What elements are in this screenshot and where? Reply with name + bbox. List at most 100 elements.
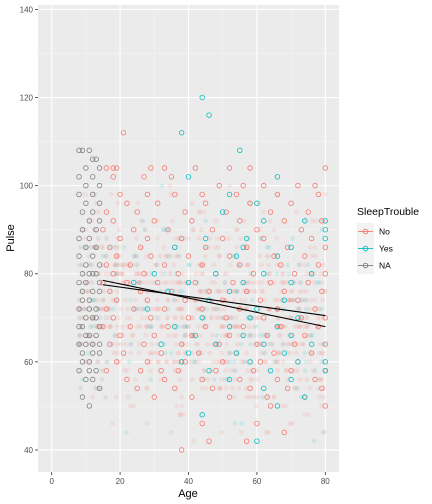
- background-point: [231, 288, 237, 294]
- point-no: [151, 332, 157, 339]
- point-na: [90, 209, 96, 215]
- point-no: [261, 182, 267, 189]
- background-point: [180, 412, 186, 418]
- background-point: [210, 306, 216, 312]
- point-no: [322, 341, 329, 347]
- background-point: [82, 192, 88, 197]
- background-point: [140, 306, 145, 312]
- background-point: [187, 280, 193, 285]
- background-point: [149, 324, 155, 330]
- point-na: [76, 306, 82, 312]
- background-point: [81, 280, 87, 285]
- background-point: [111, 244, 117, 250]
- background-point: [236, 385, 242, 391]
- background-point: [128, 341, 134, 347]
- point-no: [206, 438, 212, 444]
- background-point: [246, 324, 252, 330]
- point-yes: [226, 288, 233, 295]
- point-no: [199, 306, 205, 312]
- background-point: [162, 350, 168, 356]
- background-point: [320, 429, 326, 435]
- background-point: [189, 315, 195, 321]
- background-point: [126, 262, 132, 268]
- background-point: [301, 394, 306, 400]
- background-point: [191, 438, 197, 444]
- point-no: [213, 367, 219, 374]
- point-yes: [322, 226, 329, 233]
- background-point: [271, 394, 277, 400]
- background-point: [307, 271, 313, 277]
- background-point: [246, 288, 251, 294]
- background-point: [283, 403, 289, 409]
- point-no: [110, 165, 116, 171]
- background-point: [310, 333, 315, 338]
- point-na: [93, 315, 99, 321]
- background-point: [267, 271, 273, 277]
- background-point: [217, 253, 222, 259]
- background-point: [133, 271, 139, 277]
- background-point: [161, 244, 167, 250]
- background-point: [308, 271, 314, 277]
- background-point: [120, 271, 126, 277]
- background-point: [254, 368, 260, 374]
- background-point: [311, 438, 317, 444]
- point-na: [79, 394, 86, 400]
- background-point: [99, 244, 105, 250]
- background-point: [115, 271, 121, 277]
- background-point: [280, 297, 286, 303]
- background-point: [98, 306, 104, 312]
- point-no: [243, 288, 250, 295]
- background-point: [234, 288, 240, 294]
- point-no: [107, 341, 113, 347]
- point-no: [103, 165, 110, 171]
- background-point: [175, 297, 181, 303]
- point-na: [90, 174, 96, 180]
- background-point: [89, 262, 95, 268]
- background-point: [202, 253, 208, 259]
- background-point: [285, 262, 291, 268]
- background-point: [303, 306, 309, 312]
- background-point: [167, 183, 173, 189]
- background-point: [171, 297, 177, 303]
- background-point: [148, 350, 153, 356]
- background-point: [90, 324, 96, 330]
- background-point: [264, 253, 270, 259]
- background-point: [214, 315, 219, 321]
- point-no: [189, 332, 195, 339]
- background-point: [283, 368, 289, 374]
- point-no: [144, 297, 151, 303]
- background-point: [322, 192, 328, 197]
- background-point: [158, 271, 164, 277]
- background-point: [278, 333, 284, 338]
- background-point: [143, 227, 149, 233]
- background-point: [310, 368, 316, 374]
- background-point: [289, 288, 295, 294]
- point-no: [117, 332, 123, 339]
- point-yes: [185, 350, 192, 356]
- point-yes: [288, 332, 294, 339]
- background-point: [132, 297, 138, 303]
- point-no: [267, 279, 274, 286]
- background-point: [302, 350, 308, 356]
- point-no: [274, 376, 281, 383]
- background-point: [178, 306, 184, 312]
- background-point: [299, 297, 305, 303]
- background-point: [294, 209, 300, 215]
- background-point: [109, 341, 114, 347]
- background-point: [227, 359, 233, 365]
- background-point: [81, 271, 87, 277]
- background-point: [132, 253, 138, 259]
- point-na: [79, 359, 86, 365]
- background-point: [76, 341, 82, 347]
- background-point: [175, 350, 181, 356]
- point-no: [185, 253, 192, 259]
- background-point: [217, 288, 222, 294]
- background-point: [128, 350, 134, 356]
- point-no: [261, 235, 267, 242]
- background-point: [155, 359, 161, 365]
- point-no: [137, 367, 144, 374]
- background-point: [142, 280, 148, 285]
- background-point: [214, 359, 220, 365]
- background-point: [226, 236, 232, 241]
- background-point: [279, 280, 284, 285]
